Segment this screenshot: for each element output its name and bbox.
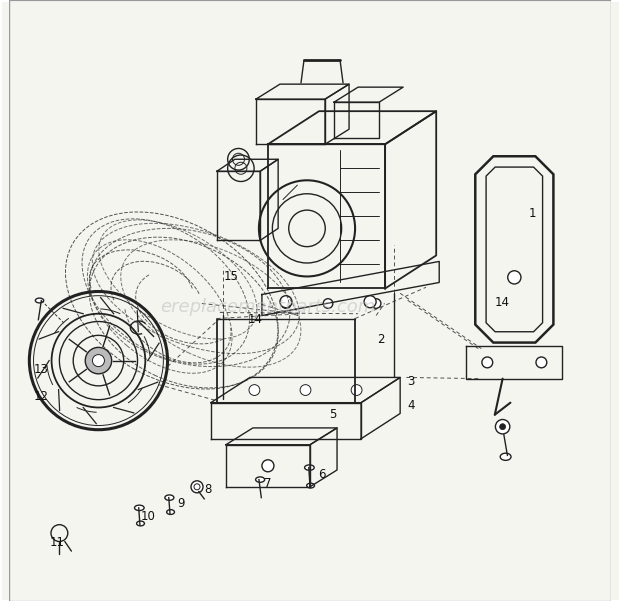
Text: 8: 8 [204, 483, 211, 496]
Text: 5: 5 [329, 408, 337, 421]
Ellipse shape [35, 298, 44, 303]
Circle shape [281, 299, 291, 308]
Text: 6: 6 [318, 468, 326, 481]
Circle shape [323, 299, 333, 308]
Text: 14: 14 [495, 296, 510, 309]
Circle shape [500, 424, 506, 430]
Circle shape [536, 357, 547, 368]
Circle shape [364, 296, 376, 308]
Text: ereplacementparts.com: ereplacementparts.com [161, 297, 376, 316]
Ellipse shape [255, 477, 265, 482]
Ellipse shape [304, 465, 314, 470]
Circle shape [92, 355, 104, 367]
Circle shape [85, 347, 112, 374]
Ellipse shape [165, 495, 174, 500]
Text: 12: 12 [33, 390, 48, 403]
Ellipse shape [307, 483, 314, 488]
Circle shape [371, 299, 381, 308]
Ellipse shape [135, 505, 144, 510]
Circle shape [508, 270, 521, 284]
Text: 4: 4 [407, 399, 415, 412]
Ellipse shape [136, 521, 144, 526]
Circle shape [351, 385, 362, 395]
Ellipse shape [500, 453, 511, 460]
Text: 14: 14 [247, 313, 262, 326]
Circle shape [249, 385, 260, 395]
Ellipse shape [167, 510, 174, 514]
Text: 15: 15 [223, 270, 238, 283]
Text: 10: 10 [140, 510, 155, 523]
Circle shape [191, 481, 203, 493]
Text: 7: 7 [264, 477, 272, 490]
Text: 13: 13 [33, 363, 48, 376]
Text: 9: 9 [177, 496, 185, 510]
Circle shape [482, 357, 493, 368]
Circle shape [495, 419, 510, 434]
Text: 1: 1 [529, 207, 536, 220]
Text: 2: 2 [377, 333, 384, 346]
Text: 3: 3 [407, 375, 415, 388]
Circle shape [262, 460, 274, 472]
Circle shape [280, 296, 292, 308]
Circle shape [300, 385, 311, 395]
Text: 11: 11 [50, 535, 65, 549]
